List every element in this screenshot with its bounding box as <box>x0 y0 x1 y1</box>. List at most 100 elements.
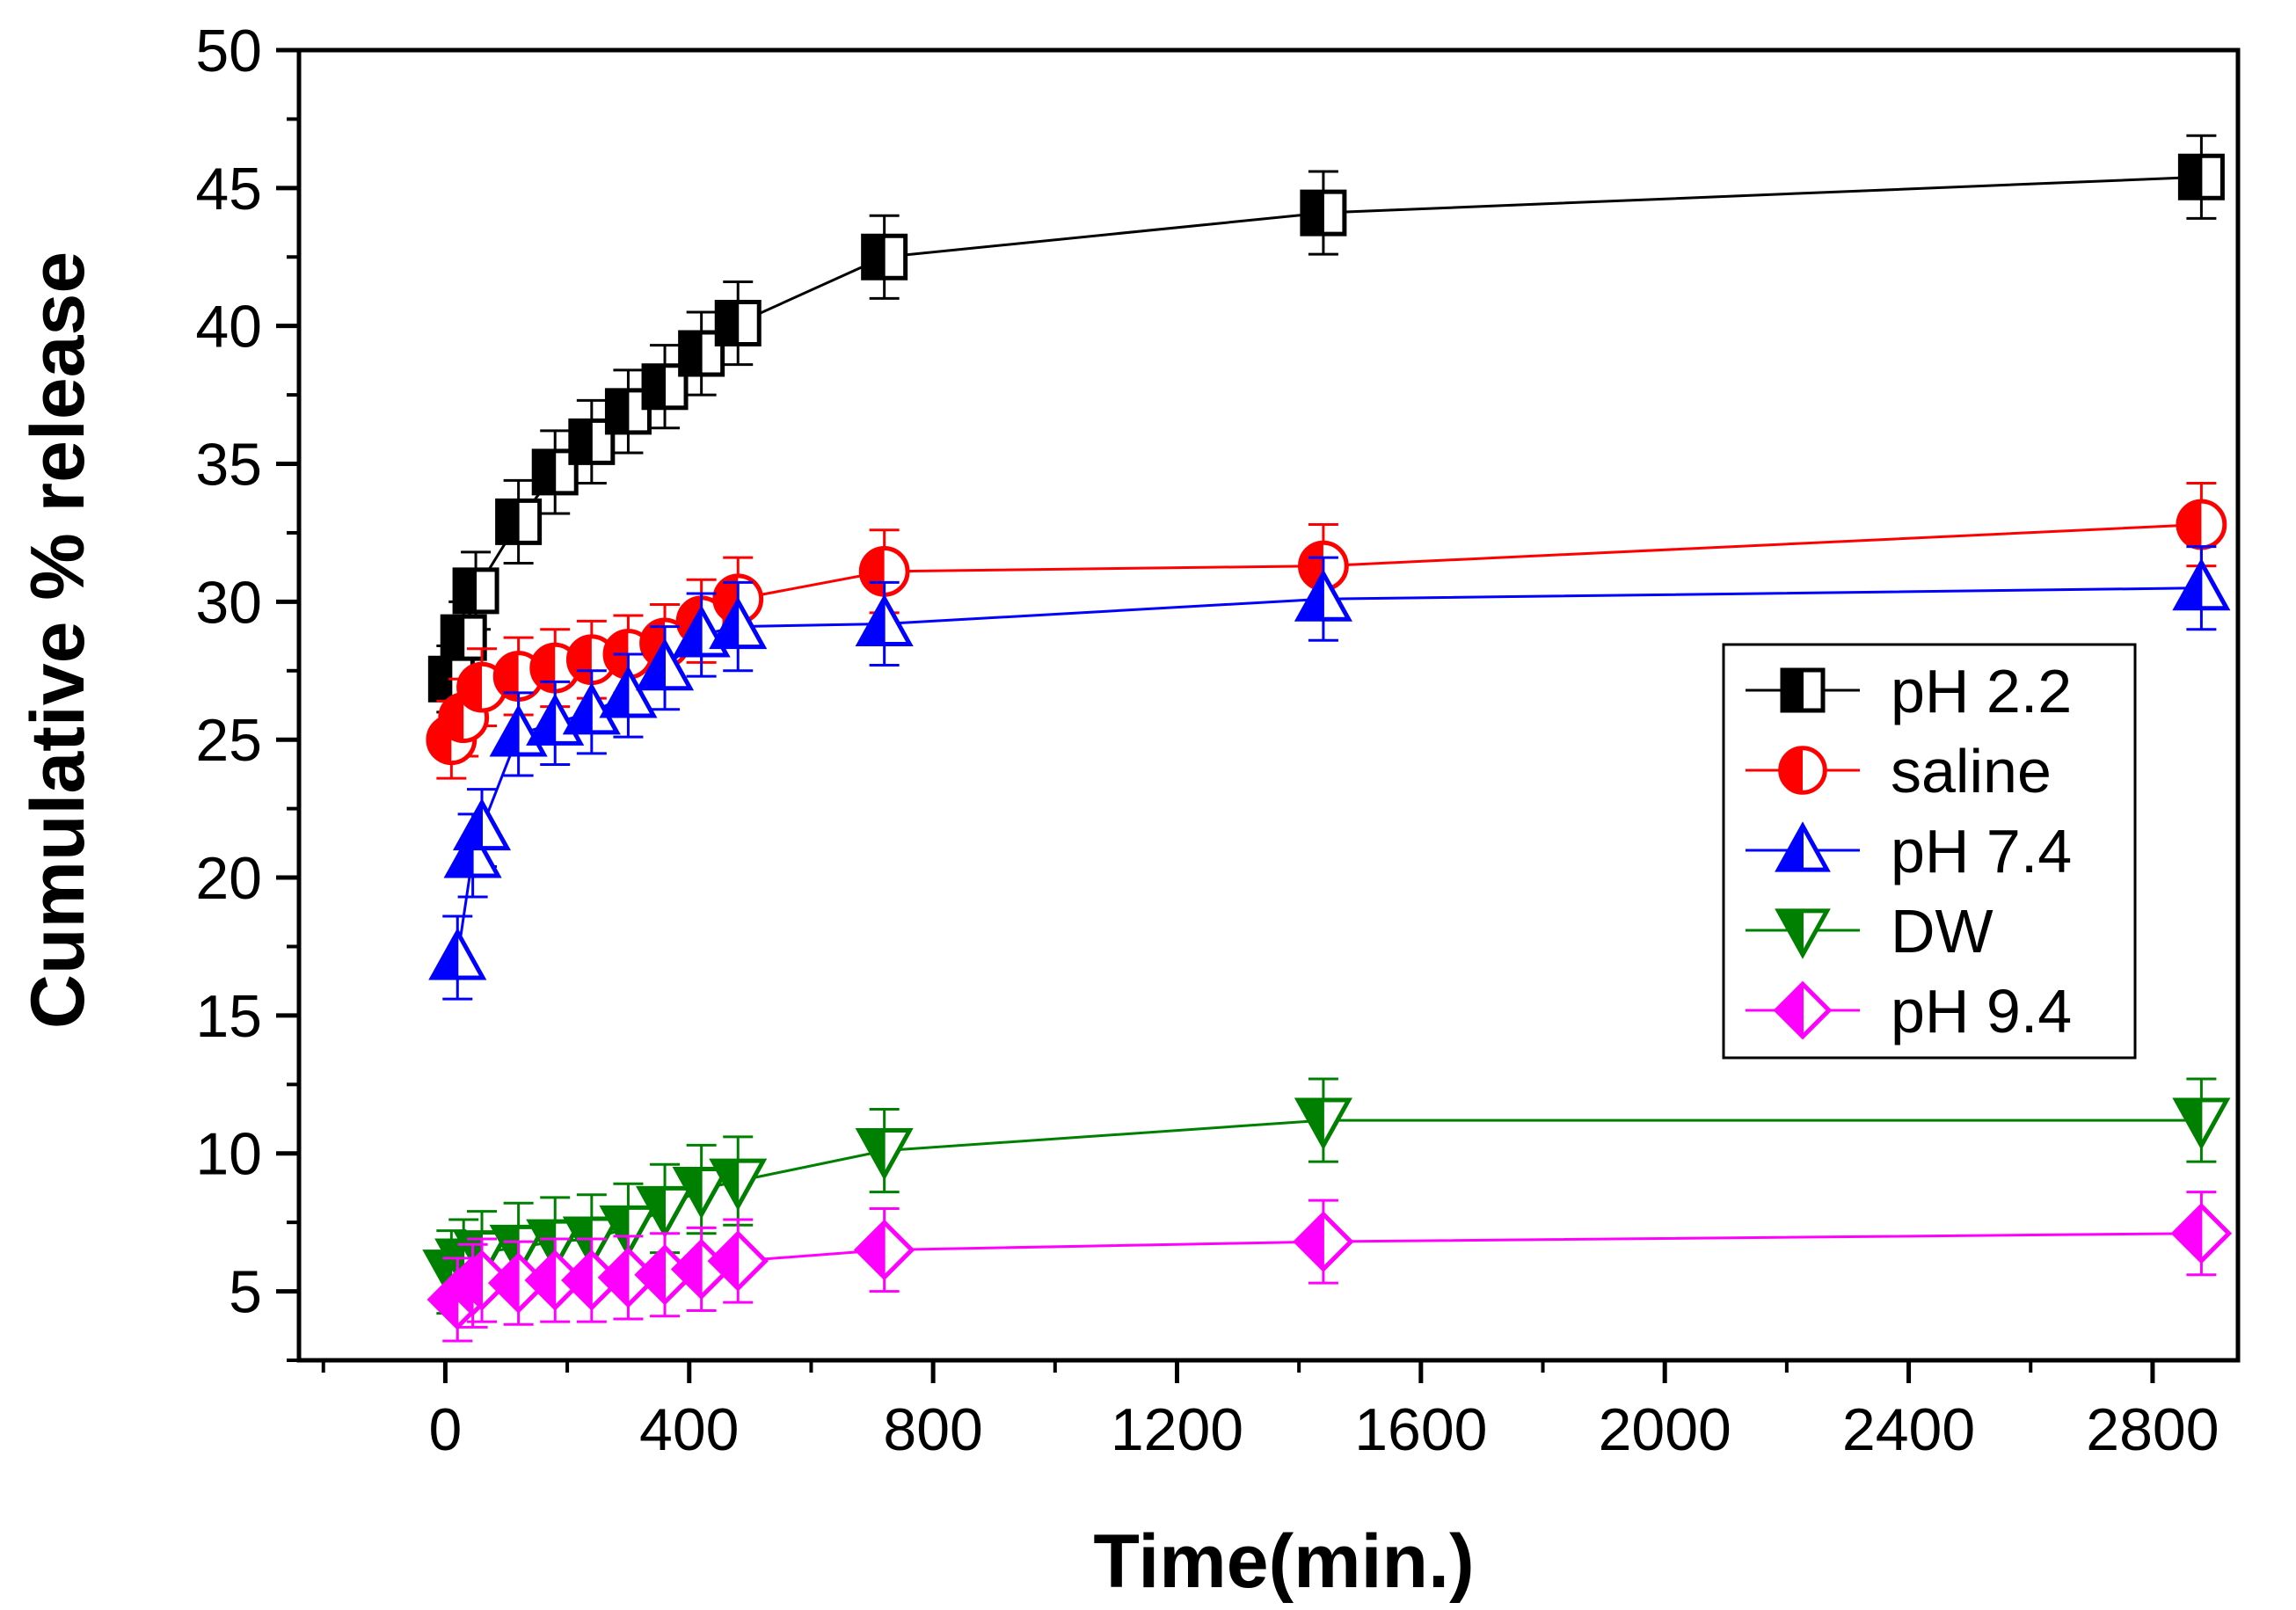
marker-fill <box>2179 155 2203 200</box>
marker-fill <box>1776 909 1804 958</box>
marker-fill <box>716 301 740 346</box>
data-point-square <box>495 498 543 545</box>
marker-fill <box>531 645 556 692</box>
legend-label: pH 2.2 <box>1891 657 2072 725</box>
data-point-triangle-down <box>709 1158 768 1212</box>
data-point-diamond <box>1773 980 1833 1040</box>
y-tick-label: 10 <box>195 1121 262 1188</box>
data-point-triangle-up <box>1775 821 1831 872</box>
legend: pH 2.2 saline pH 7.4 DW pH 9.4 <box>1722 643 2137 1060</box>
data-point-diamond <box>853 1219 915 1281</box>
marker-fill <box>638 1187 667 1238</box>
marker-fill <box>533 449 557 494</box>
marker-fill <box>709 1231 740 1291</box>
marker-fill <box>857 594 886 645</box>
marker-fill <box>606 389 630 433</box>
marker-fill <box>2174 1099 2203 1149</box>
marker-fill <box>1294 1212 1324 1271</box>
marker-fill <box>1296 1099 1324 1149</box>
legend-label: saline <box>1891 737 2052 805</box>
marker-fill <box>526 1250 557 1310</box>
data-point-triangle-up <box>709 596 768 650</box>
x-tick-label: 2400 <box>1842 1396 1975 1463</box>
y-tick-label: 50 <box>195 18 262 84</box>
marker-fill <box>2174 559 2203 609</box>
marker-fill <box>1300 543 1323 589</box>
y-tick-label: 5 <box>229 1259 262 1326</box>
marker-fill <box>458 664 483 711</box>
marker-fill <box>1776 822 1804 871</box>
data-point-square <box>1780 667 1826 713</box>
data-point-square <box>861 233 908 280</box>
marker-fill <box>643 364 667 409</box>
legend-label: pH 9.4 <box>1891 977 2072 1045</box>
data-point-circle <box>1778 746 1827 795</box>
data-point-triangle-up <box>635 637 695 691</box>
legend-item: DW <box>1746 897 1994 965</box>
data-point-square <box>604 388 652 435</box>
legend-item: pH 2.2 <box>1746 657 2072 725</box>
marker-fill <box>711 597 740 648</box>
marker-fill <box>1296 570 1324 621</box>
marker-fill <box>679 331 703 376</box>
marker-fill <box>861 548 885 595</box>
marker-fill <box>429 657 453 702</box>
x-tick-label: 2000 <box>1599 1396 1731 1463</box>
marker-fill <box>440 694 464 741</box>
marker-fill <box>528 694 557 745</box>
y-tick-label: 15 <box>195 983 262 1050</box>
marker-fill <box>601 1206 630 1257</box>
marker-fill <box>2172 1204 2203 1264</box>
x-tick-label: 0 <box>429 1396 463 1463</box>
data-point-square <box>2177 153 2225 200</box>
y-axis-title: Cumulative % release <box>16 251 100 1029</box>
marker-fill <box>857 1129 886 1180</box>
series-layer <box>422 134 2233 1343</box>
marker-fill <box>454 568 477 613</box>
marker-fill <box>490 1253 520 1313</box>
marker-fill <box>495 652 519 700</box>
data-point-square <box>452 567 499 615</box>
marker-fill <box>673 1239 703 1300</box>
data-point-diamond <box>524 1249 586 1311</box>
marker-fill <box>1782 669 1804 711</box>
marker-fill <box>2177 501 2202 548</box>
marker-fill <box>455 798 484 849</box>
data-point-triangle-up <box>428 928 487 980</box>
marker-fill <box>674 1168 703 1219</box>
data-point-diamond <box>2170 1202 2233 1264</box>
marker-fill <box>674 606 703 657</box>
marker-fill <box>492 705 520 755</box>
data-point-triangle-down <box>672 1166 731 1220</box>
marker-fill <box>1301 191 1324 236</box>
data-point-circle <box>2176 499 2227 550</box>
marker-fill <box>1780 747 1803 793</box>
legend-item: saline <box>1746 737 2052 805</box>
data-point-square <box>678 330 725 377</box>
data-point-triangle-down <box>635 1185 695 1239</box>
data-point-triangle-up <box>599 666 658 718</box>
data-point-triangle-up <box>2172 557 2231 611</box>
y-tick-label: 45 <box>195 156 262 222</box>
data-point-triangle-down <box>855 1128 914 1181</box>
data-point-square <box>641 363 689 411</box>
data-point-triangle-up <box>1294 569 1352 622</box>
marker-fill <box>563 1250 593 1310</box>
marker-fill <box>599 1248 630 1308</box>
marker-fill <box>856 1220 886 1280</box>
marker-fill <box>638 638 667 689</box>
series-ph-2-2 <box>427 134 2225 714</box>
x-tick-label: 800 <box>883 1396 982 1463</box>
data-point-square <box>440 614 487 661</box>
data-point-diamond <box>707 1230 769 1292</box>
legend-label: DW <box>1891 897 1994 965</box>
y-tick-label: 25 <box>195 707 262 774</box>
series-ph-9-4 <box>426 1191 2233 1343</box>
marker-fill <box>711 1160 740 1210</box>
marker-fill <box>496 499 520 544</box>
data-point-square <box>568 418 616 465</box>
data-point-triangle-down <box>2172 1097 2231 1151</box>
data-point-triangle-up <box>452 798 512 851</box>
y-tick-label: 40 <box>195 294 262 361</box>
